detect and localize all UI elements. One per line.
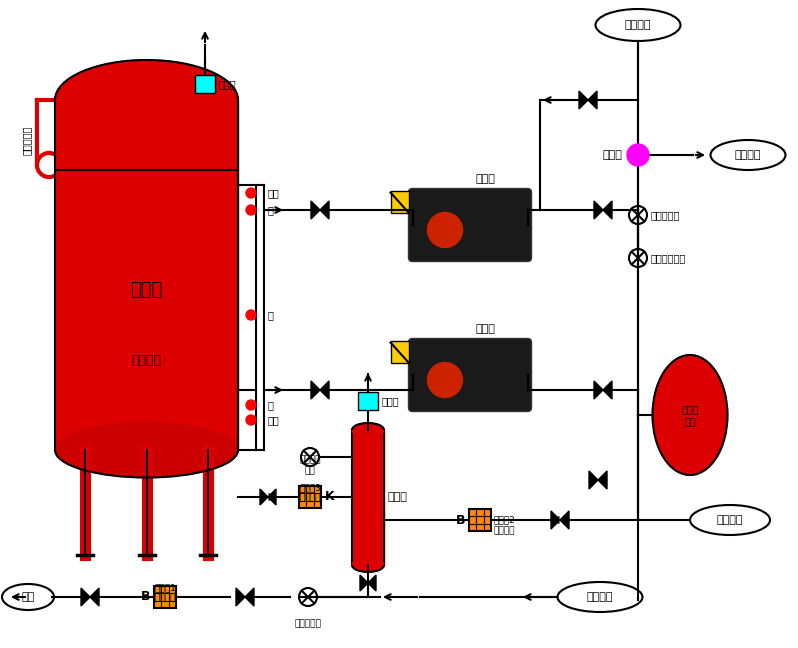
- Ellipse shape: [55, 60, 238, 140]
- FancyBboxPatch shape: [409, 338, 531, 411]
- Polygon shape: [603, 201, 612, 219]
- Text: 排气阀: 排气阀: [219, 79, 237, 89]
- Text: B: B: [456, 513, 465, 526]
- Ellipse shape: [352, 423, 384, 437]
- Polygon shape: [311, 201, 320, 219]
- Circle shape: [246, 205, 256, 215]
- Text: 极低: 极低: [268, 415, 280, 425]
- Polygon shape: [589, 471, 598, 489]
- Polygon shape: [603, 381, 612, 399]
- FancyBboxPatch shape: [409, 189, 531, 262]
- Text: 水位探测: 水位探测: [132, 354, 161, 367]
- Polygon shape: [245, 588, 254, 606]
- Ellipse shape: [653, 355, 728, 475]
- Polygon shape: [320, 381, 329, 399]
- Circle shape: [246, 310, 256, 320]
- Ellipse shape: [352, 558, 384, 572]
- Polygon shape: [594, 381, 603, 399]
- Text: 软化补水: 软化补水: [587, 592, 613, 602]
- Polygon shape: [560, 511, 569, 529]
- FancyBboxPatch shape: [390, 191, 409, 213]
- Polygon shape: [90, 588, 99, 606]
- Text: 水罐蓄
能器: 水罐蓄 能器: [681, 404, 699, 426]
- Polygon shape: [588, 91, 597, 109]
- Circle shape: [246, 188, 256, 198]
- Text: 电磁阀1
有压常闭: 电磁阀1 有压常闭: [154, 583, 176, 603]
- FancyBboxPatch shape: [469, 509, 491, 531]
- Text: 极高: 极高: [268, 188, 280, 198]
- Text: 电接点负
压表: 电接点负 压表: [299, 456, 321, 475]
- Polygon shape: [236, 588, 245, 606]
- Ellipse shape: [428, 362, 463, 397]
- FancyBboxPatch shape: [195, 75, 215, 93]
- Text: 远传压力表: 远传压力表: [651, 210, 681, 220]
- Text: 普通压力表: 普通压力表: [294, 619, 322, 628]
- Text: 中: 中: [268, 310, 274, 320]
- Text: 系统灌水: 系统灌水: [717, 515, 743, 525]
- FancyBboxPatch shape: [154, 586, 176, 608]
- Polygon shape: [598, 471, 607, 489]
- Text: 排水: 排水: [22, 592, 34, 602]
- Ellipse shape: [428, 213, 463, 248]
- Text: 低: 低: [268, 400, 274, 410]
- Polygon shape: [55, 100, 238, 450]
- Polygon shape: [551, 511, 560, 529]
- Text: 电磁阀2
有压常闭: 电磁阀2 有压常闭: [493, 516, 515, 535]
- FancyBboxPatch shape: [299, 486, 321, 508]
- FancyBboxPatch shape: [390, 340, 409, 362]
- Polygon shape: [360, 575, 368, 591]
- Text: 系统供水: 系统供水: [625, 20, 651, 30]
- Text: B: B: [140, 590, 150, 603]
- Polygon shape: [260, 489, 268, 505]
- Polygon shape: [320, 201, 329, 219]
- Text: 增压泵: 增压泵: [475, 174, 495, 185]
- Polygon shape: [311, 381, 320, 399]
- Polygon shape: [352, 430, 384, 565]
- Ellipse shape: [55, 422, 238, 478]
- Text: 常压罐: 常压罐: [130, 281, 163, 299]
- Polygon shape: [579, 91, 588, 109]
- Text: 增压泵: 增压泵: [475, 325, 495, 334]
- Text: 电接点压力表: 电接点压力表: [651, 253, 686, 263]
- Text: 超压排水: 超压排水: [735, 150, 761, 160]
- Text: 电磁阀3
无压常开: 电磁阀3 无压常开: [299, 483, 321, 502]
- FancyBboxPatch shape: [358, 392, 378, 410]
- Polygon shape: [368, 575, 376, 591]
- Circle shape: [246, 415, 256, 425]
- Text: 大气连通管: 大气连通管: [22, 125, 32, 155]
- Polygon shape: [594, 201, 603, 219]
- Text: 排气阀: 排气阀: [382, 396, 400, 406]
- Circle shape: [627, 144, 649, 166]
- Text: 高: 高: [268, 205, 274, 215]
- Circle shape: [246, 400, 256, 410]
- Text: 真空罐: 真空罐: [388, 492, 408, 502]
- Text: 安全阀: 安全阀: [602, 150, 622, 160]
- Text: K: K: [325, 491, 334, 503]
- Polygon shape: [81, 588, 90, 606]
- Polygon shape: [268, 489, 276, 505]
